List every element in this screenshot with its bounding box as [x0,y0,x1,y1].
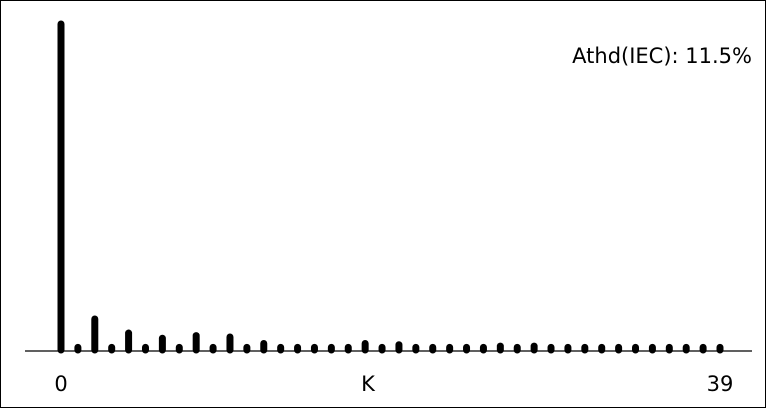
thd-annotation: Athd(IEC): 11.5% [572,44,752,68]
x-tick-label-end: 39 [707,372,734,396]
bar-group [57,20,724,354]
x-axis-label: K [361,372,376,396]
x-tick-label-start: 0 [54,372,67,396]
